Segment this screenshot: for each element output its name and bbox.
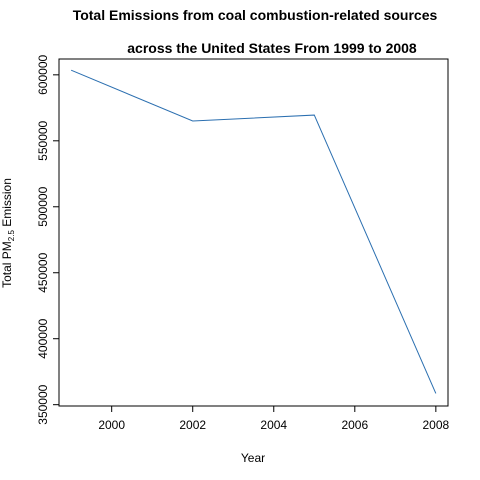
emissions-series-line [70,69,437,394]
y-tick-label: 400000 [36,318,50,358]
series-layer [70,69,437,394]
y-tick-label: 350000 [36,384,50,424]
chart-title-line-2: across the United States From 1999 to 20… [127,40,417,56]
y-tick-label: 550000 [36,120,50,160]
chart-title-line-1: Total Emissions from coal combustion-rel… [73,7,438,23]
x-tick-label: 2002 [179,418,206,432]
x-tick-label: 2008 [422,418,449,432]
y-tick-label: 500000 [36,186,50,226]
x-axis-label: Year [241,451,265,465]
x-axis: 2000 2002 2004 2006 2008 [98,405,450,432]
plot-frame [58,58,449,407]
x-tick-label: 2004 [260,418,287,432]
y-axis: 350000 400000 450000 500000 550000 600000 [36,54,60,425]
y-tick-label: 600000 [36,54,50,94]
x-tick-label: 2006 [341,418,368,432]
y-tick-label: 450000 [36,252,50,292]
y-axis-label: Total PM2.5 Emission [0,178,16,288]
x-tick-label: 2000 [98,418,125,432]
